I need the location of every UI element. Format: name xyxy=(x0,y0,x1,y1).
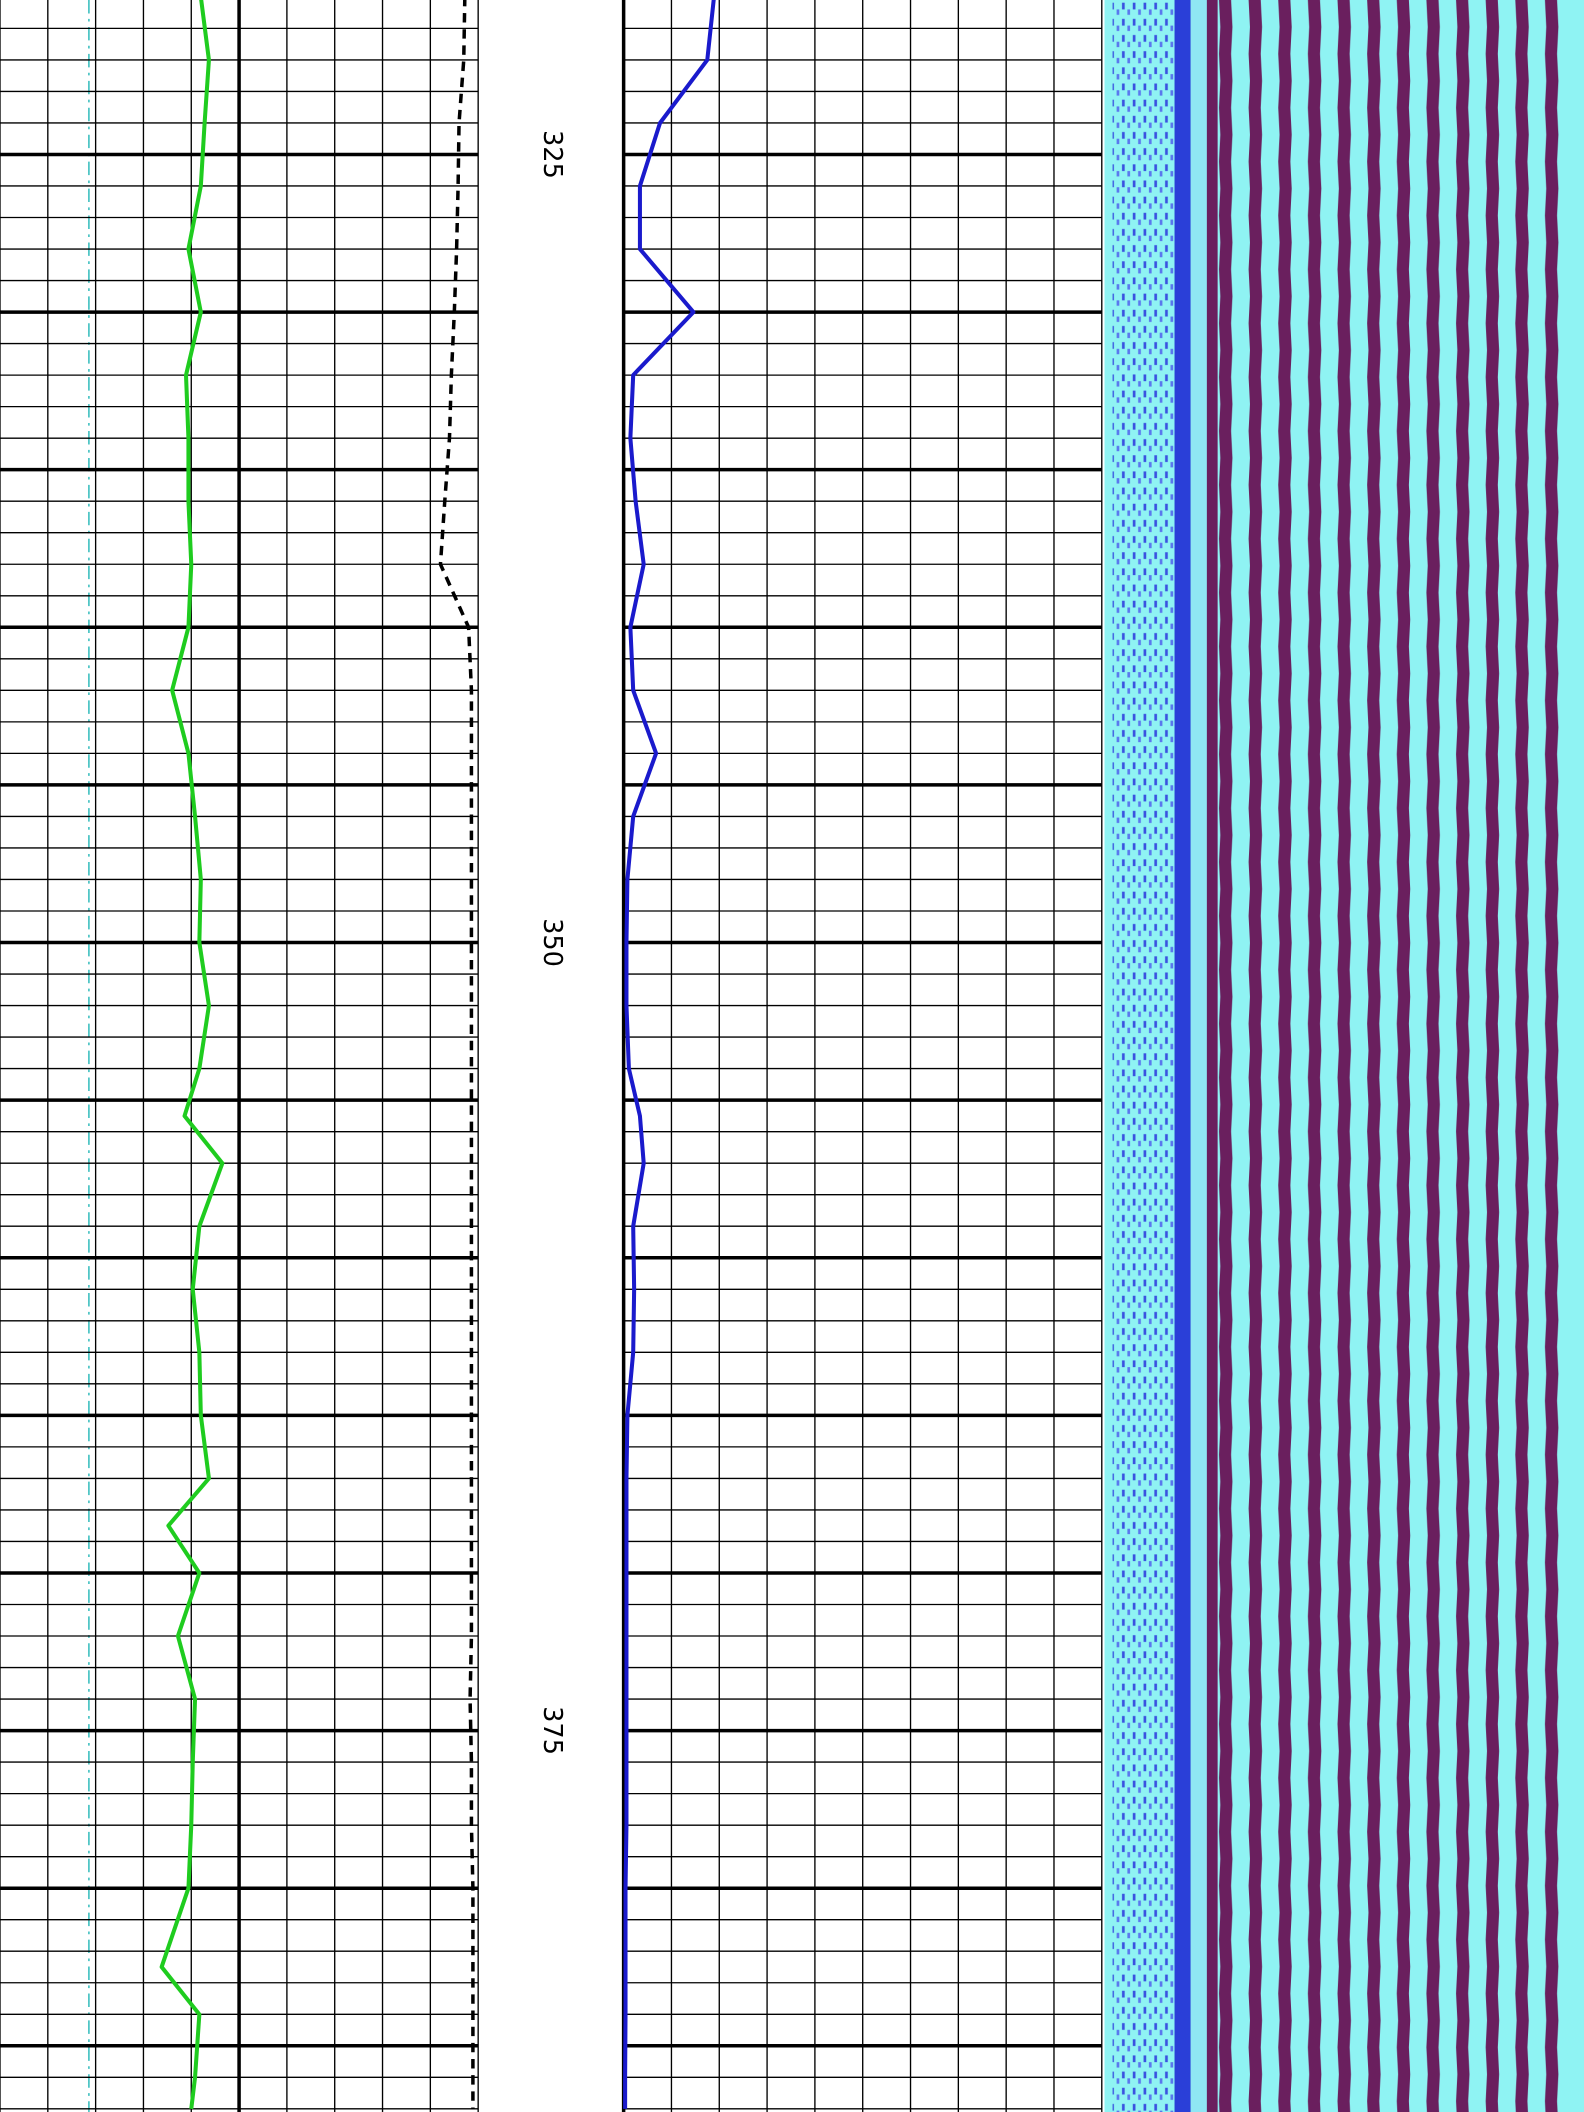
depth-label: 350 xyxy=(537,918,567,967)
log-curve xyxy=(438,0,475,2109)
log-curve xyxy=(159,0,225,2110)
depth-labels: 325 350 375 xyxy=(537,130,567,1755)
vdl-image xyxy=(1104,0,1584,2112)
grid xyxy=(0,0,1103,2112)
log-curve xyxy=(623,0,716,2109)
depth-label: 325 xyxy=(537,130,567,179)
curves xyxy=(159,0,716,2110)
depth-label: 375 xyxy=(537,1706,567,1755)
